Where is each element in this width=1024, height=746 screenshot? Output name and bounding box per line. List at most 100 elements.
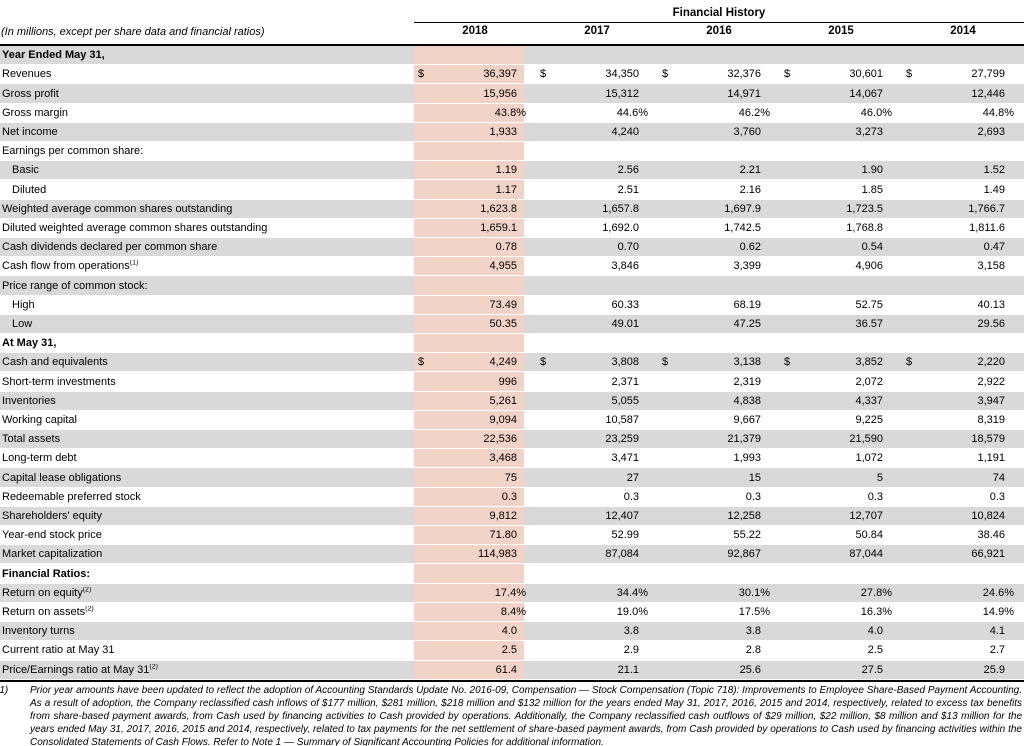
table-row: Long-term debt 3,468 3,471 1,993 1,072 1,191	[0, 449, 1024, 469]
cell-2014: 38.46	[902, 526, 1024, 544]
cell-value: 3,471	[611, 452, 639, 465]
cell-value: 14,971	[727, 87, 761, 100]
dollar-sign: $	[540, 356, 547, 369]
cell-value: 1,623.8	[480, 202, 517, 215]
row-label: Short-term investments	[2, 375, 116, 388]
cell-value: 46.2%	[738, 106, 770, 119]
cell-2014: $27,799	[902, 65, 1024, 83]
cell-2017: 5,055	[536, 392, 658, 410]
cell-2017: 2.9	[536, 641, 658, 659]
cell-2017: 21.1	[536, 661, 658, 679]
cell-value: 1.19	[495, 164, 517, 177]
row-label: Gross margin	[2, 106, 69, 119]
cell-2015: 14,067	[780, 84, 902, 102]
cell-value: 27.5	[861, 663, 883, 676]
cell-2017	[536, 564, 658, 582]
cell-2018: 43.8%	[414, 103, 536, 122]
cell-value: 3,158	[977, 260, 1005, 273]
cell-value: 22,536	[483, 433, 517, 446]
cell-value: 2,922	[977, 375, 1005, 388]
cell-value: 1,766.7	[968, 202, 1005, 215]
cell-2017: 27	[536, 468, 658, 486]
cell-value: 27	[626, 471, 639, 484]
cell-value: 14.9%	[982, 605, 1014, 618]
cell-2017	[536, 46, 658, 64]
table-row: Low 50.35 49.01 47.25 36.57 29.56	[0, 314, 1024, 335]
cell-2016: 0.62	[658, 238, 780, 256]
cell-value: 3,468	[489, 452, 517, 465]
cell-value: 1,657.8	[602, 202, 639, 215]
cell-2018: 114,983	[414, 545, 536, 564]
cell-value: 73.49	[489, 298, 517, 311]
cell-value: 15	[748, 471, 761, 484]
table-row: Gross profit 15,956 15,312 14,971 14,067 12,4…	[0, 84, 1024, 104]
cell-value: 50.35	[489, 317, 517, 330]
cell-2015: 36.57	[780, 315, 902, 333]
cell-2016	[658, 46, 780, 64]
cell-value: 1.85	[861, 183, 883, 196]
cell-value: 46.0%	[860, 106, 892, 119]
cell-2017: 19.0%	[536, 603, 658, 621]
row-label: High	[12, 298, 35, 311]
cell-value: 4.0	[867, 625, 883, 638]
dollar-sign: $	[418, 356, 425, 369]
cell-value: 27.8%	[860, 586, 892, 599]
cell-value: 10,824	[971, 509, 1005, 522]
cell-value: 12,446	[971, 87, 1005, 100]
cell-2017: $34,350	[536, 65, 658, 83]
table-row: Earnings per common share:	[0, 142, 1024, 162]
table-row: Weighted average common shares outstandi…	[0, 199, 1024, 219]
cell-value: 9,667	[733, 413, 761, 426]
cell-2016: 3.8	[658, 622, 780, 640]
cell-value: 75	[504, 471, 517, 484]
cell-value: 27,799	[971, 68, 1005, 81]
cell-2017: 44.6%	[536, 104, 658, 122]
cell-2016: 9,667	[658, 411, 780, 429]
cell-value: 10,587	[605, 413, 639, 426]
row-label: Long-term debt	[2, 452, 77, 465]
cell-2015	[780, 334, 902, 352]
cell-value: 55.22	[733, 529, 761, 542]
table-row: Current ratio at May 31 2.5 2.9 2.8 2.5 2.7	[0, 641, 1024, 661]
cell-2016: 25.6	[658, 661, 780, 679]
cell-2015: 87,044	[780, 545, 902, 563]
row-label: Cash dividends declared per common share	[2, 241, 218, 254]
cell-value: 3.8	[623, 625, 639, 638]
cell-value: 5	[876, 471, 883, 484]
footnote-reference: (1)	[129, 260, 139, 267]
cell-value: 68.19	[733, 298, 761, 311]
cell-2015: 50.84	[780, 526, 902, 544]
cell-2018: 50.35	[414, 314, 536, 334]
cell-2017: 52.99	[536, 526, 658, 544]
cell-value: 36.57	[855, 317, 883, 330]
cell-value: 32,376	[727, 68, 761, 81]
row-label: Diluted	[12, 183, 47, 196]
cell-2018	[414, 334, 536, 353]
row-label: Return on assets(2)	[2, 605, 94, 618]
row-label: Year-end stock price	[2, 529, 102, 542]
cell-2015: 1,723.5	[780, 200, 902, 218]
cell-value: 4,337	[855, 394, 883, 407]
cell-value: 1.17	[495, 183, 517, 196]
cell-value: 74	[992, 471, 1005, 484]
cell-2014: 66,921	[902, 545, 1024, 563]
table-row: Return on assets(2) 8.4% 19.0% 17.5% 16.3% 14…	[0, 602, 1024, 623]
cell-2016: $3,138	[658, 353, 780, 371]
row-label: Working capital	[2, 413, 77, 426]
cell-2014: 1,766.7	[902, 200, 1024, 218]
cell-2014: 74	[902, 468, 1024, 486]
cell-2016: 0.3	[658, 488, 780, 506]
cell-value: 47.25	[733, 317, 761, 330]
cell-2014: 2,693	[902, 123, 1024, 141]
cell-value: 3,852	[855, 356, 883, 369]
cell-value: 1,811.6	[969, 221, 1005, 234]
cell-2014: 40.13	[902, 296, 1024, 314]
cell-value: 1,768.8	[846, 221, 883, 234]
cell-value: 5,261	[489, 394, 517, 407]
cell-value: 12,707	[849, 509, 883, 522]
cell-value: 52.75	[855, 298, 883, 311]
cell-2017: 49.01	[536, 315, 658, 333]
row-label: At May 31,	[2, 337, 57, 350]
cell-2015: 4,337	[780, 392, 902, 410]
cell-value: 44.6%	[616, 106, 648, 119]
